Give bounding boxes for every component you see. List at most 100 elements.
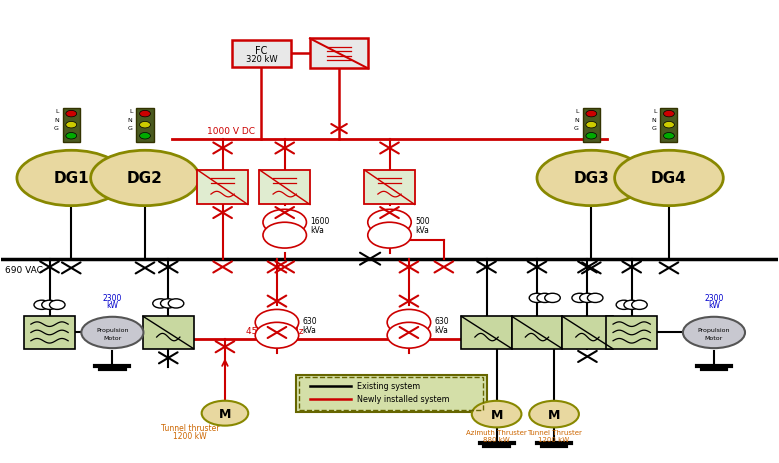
Bar bbox=[296, 375, 487, 412]
Bar bbox=[512, 317, 562, 349]
Text: Tunnel Thruster: Tunnel Thruster bbox=[527, 429, 581, 435]
Circle shape bbox=[160, 299, 176, 308]
Bar bbox=[661, 108, 678, 143]
Text: G: G bbox=[574, 125, 579, 131]
Circle shape bbox=[586, 111, 597, 118]
Bar bbox=[310, 39, 368, 69]
Text: 1000 V DC: 1000 V DC bbox=[207, 126, 255, 136]
Text: Azimuth Thruster: Azimuth Thruster bbox=[467, 429, 527, 435]
Circle shape bbox=[42, 300, 58, 310]
Text: Propulsion: Propulsion bbox=[96, 327, 129, 332]
Text: M: M bbox=[548, 408, 560, 421]
Circle shape bbox=[545, 294, 560, 303]
Text: kW: kW bbox=[107, 300, 118, 309]
Text: G: G bbox=[128, 125, 132, 131]
Text: L: L bbox=[129, 109, 132, 114]
Text: 2300: 2300 bbox=[704, 294, 724, 302]
Text: N: N bbox=[54, 117, 59, 122]
Circle shape bbox=[368, 210, 411, 236]
Bar bbox=[583, 108, 600, 143]
Text: G: G bbox=[54, 125, 59, 131]
Circle shape bbox=[529, 294, 545, 303]
Circle shape bbox=[139, 133, 150, 140]
Text: 630: 630 bbox=[435, 317, 449, 325]
Circle shape bbox=[65, 111, 76, 118]
Bar bbox=[63, 108, 79, 143]
Ellipse shape bbox=[202, 401, 249, 425]
Ellipse shape bbox=[683, 317, 745, 348]
Circle shape bbox=[256, 310, 298, 336]
Circle shape bbox=[537, 294, 552, 303]
Text: DG3: DG3 bbox=[573, 171, 609, 186]
Text: Existing system: Existing system bbox=[357, 382, 420, 391]
Bar bbox=[24, 317, 75, 349]
Text: 1200 kW: 1200 kW bbox=[173, 431, 206, 440]
Bar bbox=[299, 377, 484, 410]
Text: M: M bbox=[491, 408, 502, 421]
Bar bbox=[197, 170, 248, 205]
Text: Tunnel thruster: Tunnel thruster bbox=[160, 423, 219, 432]
Circle shape bbox=[587, 294, 603, 303]
Circle shape bbox=[572, 294, 587, 303]
Circle shape bbox=[387, 310, 431, 336]
Bar bbox=[365, 170, 414, 205]
Bar bbox=[136, 108, 153, 143]
Text: Motor: Motor bbox=[104, 335, 122, 340]
Text: kW: kW bbox=[708, 300, 720, 309]
Circle shape bbox=[664, 122, 675, 129]
Ellipse shape bbox=[90, 151, 199, 206]
Bar bbox=[461, 317, 512, 349]
Circle shape bbox=[664, 111, 675, 118]
Text: N: N bbox=[574, 117, 579, 122]
Text: 320 kW: 320 kW bbox=[245, 55, 277, 63]
Text: FC: FC bbox=[256, 46, 268, 56]
Circle shape bbox=[368, 223, 411, 249]
Text: 630: 630 bbox=[302, 317, 317, 325]
Bar bbox=[143, 317, 193, 349]
Circle shape bbox=[168, 299, 184, 308]
Circle shape bbox=[664, 133, 675, 140]
Circle shape bbox=[65, 133, 76, 140]
Text: L: L bbox=[653, 109, 657, 114]
Text: 1200 kW: 1200 kW bbox=[538, 436, 569, 442]
Text: 880 kW: 880 kW bbox=[483, 436, 510, 442]
Ellipse shape bbox=[615, 151, 723, 206]
Text: Motor: Motor bbox=[705, 335, 723, 340]
Circle shape bbox=[139, 111, 150, 118]
Bar bbox=[607, 317, 657, 349]
Text: DG4: DG4 bbox=[651, 171, 687, 186]
Ellipse shape bbox=[81, 317, 143, 348]
Ellipse shape bbox=[537, 151, 646, 206]
Text: kVa: kVa bbox=[310, 225, 324, 234]
Circle shape bbox=[65, 122, 76, 129]
Ellipse shape bbox=[529, 401, 579, 427]
Circle shape bbox=[263, 223, 306, 249]
Text: N: N bbox=[128, 117, 132, 122]
Text: kVa: kVa bbox=[302, 325, 316, 334]
Bar bbox=[259, 170, 310, 205]
Ellipse shape bbox=[472, 401, 521, 427]
Text: Propulsion: Propulsion bbox=[698, 327, 730, 332]
Text: L: L bbox=[576, 109, 579, 114]
Circle shape bbox=[263, 210, 306, 236]
Circle shape bbox=[256, 323, 298, 348]
Circle shape bbox=[139, 122, 150, 129]
Text: DG1: DG1 bbox=[54, 171, 89, 186]
Circle shape bbox=[50, 300, 65, 310]
Text: G: G bbox=[652, 125, 657, 131]
Circle shape bbox=[616, 300, 632, 310]
Circle shape bbox=[34, 300, 50, 310]
Circle shape bbox=[387, 323, 431, 348]
Text: Newly installed system: Newly installed system bbox=[357, 394, 449, 404]
Circle shape bbox=[624, 300, 640, 310]
Bar bbox=[562, 317, 612, 349]
Text: kVa: kVa bbox=[415, 225, 429, 234]
Text: 2300: 2300 bbox=[103, 294, 122, 302]
Text: 1600: 1600 bbox=[310, 217, 330, 225]
Circle shape bbox=[586, 133, 597, 140]
Text: 690 VAC: 690 VAC bbox=[5, 265, 43, 274]
Circle shape bbox=[580, 294, 595, 303]
Text: M: M bbox=[219, 407, 231, 420]
Text: DG2: DG2 bbox=[127, 171, 163, 186]
Circle shape bbox=[632, 300, 647, 310]
